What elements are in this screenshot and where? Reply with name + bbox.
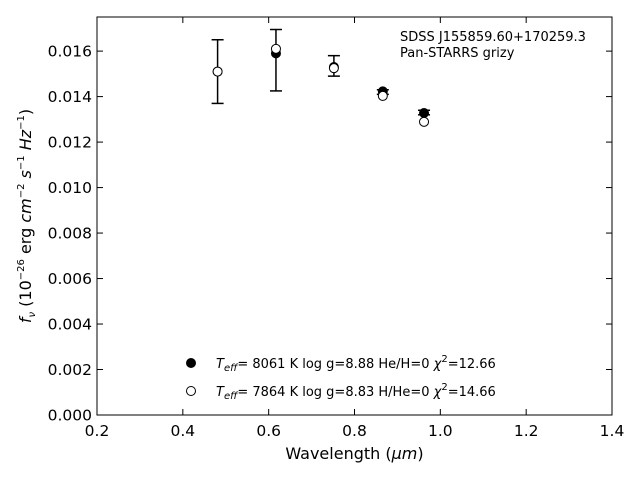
y-tick-label: 0.008	[48, 225, 92, 243]
annotation-line-2: Pan-STARRS grizy	[400, 46, 515, 61]
y-tick-label: 0.006	[48, 270, 92, 288]
annotation-line-1: SDSS J155859.60+170259.3	[400, 30, 586, 45]
x-axis-label: Wavelength (μm)	[285, 444, 423, 463]
y-tick-label: 0.002	[48, 361, 92, 379]
x-ticks: 0.2 0.4 0.6 0.8 1.0 1.2 1.4	[85, 17, 625, 440]
model-point-filled	[419, 107, 430, 118]
legend-marker-filled	[186, 358, 196, 368]
model-point-open	[212, 66, 223, 77]
x-tick-label: 1.0	[428, 422, 453, 440]
y-tick-label: 0.000	[48, 407, 92, 425]
legend: Teff= 8061 K log g=8.88 He/H=0 χ2=12.66 …	[186, 354, 496, 402]
x-tick-label: 0.8	[342, 422, 367, 440]
model-point-open	[270, 43, 281, 54]
x-tick-label: 1.2	[514, 422, 539, 440]
x-tick-label: 0.2	[85, 422, 110, 440]
legend-marker-open	[186, 386, 196, 396]
y-tick-label: 0.016	[48, 43, 92, 61]
y-tick-label: 0.012	[48, 134, 92, 152]
data-marks	[211, 28, 431, 127]
model-point-open	[328, 63, 339, 74]
y-tick-label: 0.004	[48, 316, 92, 334]
y-tick-label: 0.010	[48, 179, 92, 197]
y-tick-label: 0.014	[48, 88, 92, 106]
y-ticks: 0.000 0.002 0.004 0.006 0.008 0.010 0.012 0.014…	[48, 43, 612, 425]
x-tick-label: 0.4	[171, 422, 196, 440]
plot-frame	[96, 16, 613, 416]
y-axis-label: fν (10−26 erg cm−2 s−1 Hz−1)	[16, 109, 38, 323]
x-tick-label: 1.4	[600, 422, 625, 440]
legend-label-open: Teff= 7864 K log g=8.83 H/He=0 χ2=14.66	[216, 382, 496, 402]
legend-label-filled: Teff= 8061 K log g=8.88 He/H=0 χ2=12.66	[216, 354, 496, 374]
x-tick-label: 0.6	[256, 422, 281, 440]
model-point-open	[377, 90, 388, 101]
model-point-open	[419, 116, 430, 127]
